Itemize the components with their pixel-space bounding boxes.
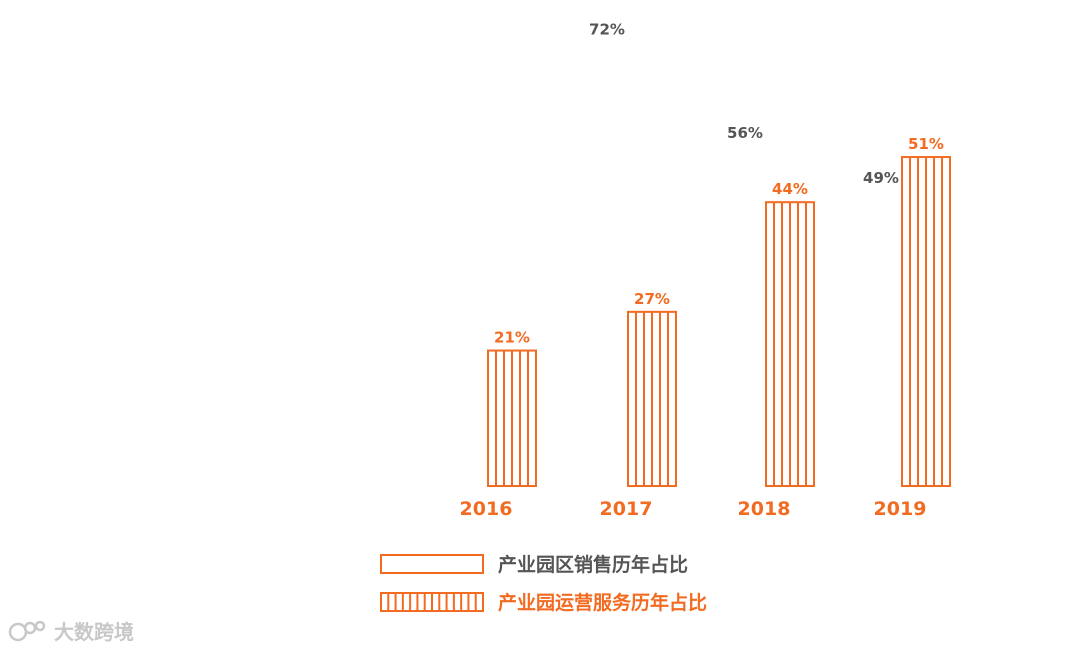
legend-label-operation: 产业园运营服务历年占比 xyxy=(498,592,708,614)
data-label-operation-2017: 27% xyxy=(634,290,670,308)
x-tick-label-2018: 2018 xyxy=(738,498,791,520)
watermark: 大数跨境 xyxy=(8,616,134,645)
x-tick-label-2017: 2017 xyxy=(600,498,653,520)
data-label-operation-2016: 21% xyxy=(494,329,530,347)
bar-operation-2016 xyxy=(487,349,537,487)
data-label-operation-2019: 51% xyxy=(908,135,944,153)
bar-operation-2018 xyxy=(765,201,815,487)
legend-item-sales: 产业园区销售历年占比 xyxy=(380,550,688,577)
brand-logo-icon xyxy=(8,620,46,641)
data-label-sales-2019: 49% xyxy=(863,169,899,187)
legend-swatch-striped xyxy=(380,591,484,612)
legend-label-sales: 产业园区销售历年占比 xyxy=(498,554,689,576)
data-label-sales-2018: 56% xyxy=(727,124,763,142)
data-label-operation-2018: 44% xyxy=(772,180,808,198)
x-tick-label-2016: 2016 xyxy=(460,498,513,520)
data-label-sales-2017: 72% xyxy=(589,21,625,39)
watermark-text: 大数跨境 xyxy=(54,620,134,644)
x-tick-label-2019: 2019 xyxy=(874,498,927,520)
legend-swatch-outline xyxy=(380,553,484,574)
bar-operation-2017 xyxy=(627,310,677,487)
legend-item-operation: 产业园运营服务历年占比 xyxy=(380,588,707,615)
bar-operation-2019 xyxy=(901,156,951,488)
